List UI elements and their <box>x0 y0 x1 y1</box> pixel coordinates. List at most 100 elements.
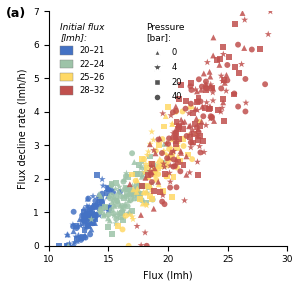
Point <box>236 42 240 47</box>
Point <box>195 89 200 94</box>
Point <box>111 190 116 195</box>
Point <box>164 152 169 157</box>
Point <box>160 137 165 141</box>
Point <box>135 186 140 191</box>
Point <box>184 134 189 138</box>
Point <box>163 171 168 176</box>
Point <box>82 214 87 218</box>
Point <box>142 170 147 175</box>
Point <box>85 224 89 229</box>
Point <box>167 136 171 141</box>
Point <box>203 87 208 92</box>
Point <box>139 213 143 217</box>
Point <box>174 131 179 135</box>
Point <box>125 204 130 209</box>
Point <box>218 109 223 114</box>
Point <box>135 196 140 201</box>
Point <box>149 197 154 202</box>
Point <box>113 221 118 226</box>
Point <box>150 162 154 166</box>
Point <box>190 128 195 133</box>
Point <box>97 197 102 201</box>
Point <box>98 201 103 205</box>
Point <box>263 82 268 87</box>
Point <box>208 74 213 79</box>
Point <box>128 213 132 217</box>
Point <box>135 172 140 176</box>
Point <box>176 154 180 159</box>
Point <box>102 205 107 209</box>
Point <box>123 201 128 206</box>
Point <box>124 192 129 197</box>
Point <box>219 86 224 91</box>
Point <box>74 234 78 239</box>
Point <box>140 172 145 177</box>
Point <box>80 213 85 218</box>
Point <box>64 243 69 248</box>
Point <box>221 78 226 83</box>
Point <box>82 212 87 216</box>
Point <box>158 157 162 161</box>
Point <box>100 177 105 182</box>
Point <box>81 206 86 211</box>
Point <box>135 184 140 189</box>
Point <box>176 124 181 128</box>
Point <box>175 139 180 144</box>
Point <box>200 104 205 109</box>
Point <box>101 213 106 218</box>
Point <box>166 155 171 160</box>
Point <box>121 209 126 213</box>
Point <box>139 198 144 202</box>
Point <box>82 233 87 238</box>
Point <box>224 73 229 77</box>
Point <box>145 173 150 177</box>
Point <box>220 106 224 110</box>
Point <box>170 195 175 199</box>
Point <box>232 92 236 97</box>
Point <box>146 184 150 189</box>
Point <box>225 63 230 67</box>
Point <box>166 141 170 146</box>
Point <box>102 205 106 210</box>
Point <box>157 136 162 141</box>
Point <box>120 211 125 216</box>
Point <box>65 233 70 237</box>
Point <box>149 170 154 174</box>
Point <box>158 164 163 169</box>
Point <box>152 148 156 153</box>
Point <box>86 220 91 224</box>
Point <box>80 218 84 223</box>
Point <box>118 215 123 220</box>
Point <box>130 209 134 213</box>
Point <box>102 213 106 217</box>
Point <box>184 172 189 177</box>
Point <box>187 170 192 175</box>
Point <box>192 121 197 126</box>
Point <box>165 163 170 168</box>
Point <box>107 218 112 223</box>
Point <box>196 99 200 104</box>
Point <box>149 162 154 166</box>
Point <box>197 120 202 124</box>
Point <box>113 197 118 202</box>
Point <box>111 211 116 216</box>
Point <box>80 235 85 239</box>
Point <box>202 106 207 110</box>
Point <box>130 191 134 196</box>
Point <box>84 204 89 209</box>
Point <box>197 134 202 139</box>
Point <box>102 212 106 216</box>
Point <box>199 88 203 92</box>
Point <box>198 150 203 155</box>
Point <box>91 220 96 225</box>
Point <box>132 160 136 164</box>
Point <box>113 195 118 199</box>
Point <box>173 104 178 109</box>
Point <box>118 211 123 216</box>
Point <box>171 149 176 154</box>
Point <box>180 120 185 125</box>
Point <box>92 204 97 209</box>
Point <box>89 207 94 212</box>
Point <box>236 104 241 109</box>
Point <box>160 151 164 156</box>
